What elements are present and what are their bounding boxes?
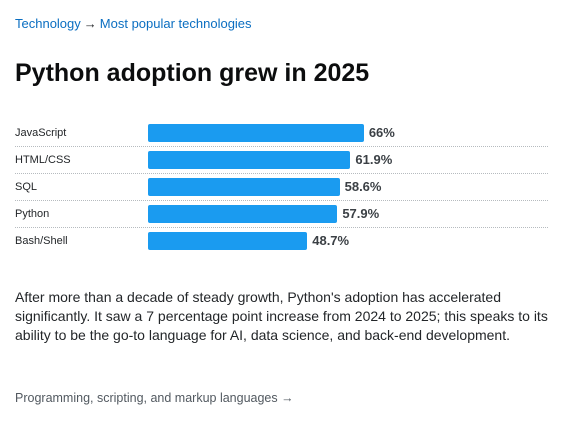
breadcrumb-technology-link[interactable]: Technology	[15, 16, 81, 31]
value-label: 58.6%	[344, 179, 382, 194]
bar	[148, 232, 308, 250]
value-label: 61.9%	[355, 152, 393, 167]
bar-chart: JavaScript 66% HTML/CSS 61.9% SQL 58.6% Python…	[15, 120, 548, 255]
bar	[148, 205, 338, 223]
breadcrumb: Technology → Most popular technologies	[15, 16, 252, 32]
category-label: Python	[15, 208, 50, 220]
programming-languages-link[interactable]: Programming, scripting, and markup langu…	[15, 391, 294, 405]
chart-row: Python 57.9%	[15, 201, 548, 228]
bar	[148, 151, 351, 169]
value-label: 48.7%	[312, 233, 350, 248]
chart-row: SQL 58.6%	[15, 174, 548, 201]
chart-row: Bash/Shell 48.7%	[15, 228, 548, 255]
breadcrumb-most-popular-link[interactable]: Most popular technologies	[99, 16, 252, 31]
row-divider	[15, 146, 548, 147]
category-label: SQL	[15, 181, 38, 193]
description-text: After more than a decade of steady growt…	[15, 289, 548, 343]
value-label: 66%	[368, 125, 395, 140]
page-title: Python adoption grew in 2025	[15, 59, 370, 87]
chart-row: JavaScript 66%	[15, 120, 548, 147]
value-label: 57.9%	[342, 206, 380, 221]
bar	[148, 124, 364, 142]
category-label: Bash/Shell	[15, 235, 68, 247]
row-divider	[15, 227, 548, 228]
chart-row: HTML/CSS 61.9%	[15, 147, 548, 174]
bar	[148, 178, 340, 196]
breadcrumb-arrow-icon: →	[83, 16, 97, 31]
row-divider	[15, 200, 548, 201]
category-label: HTML/CSS	[15, 154, 71, 166]
category-label: JavaScript	[15, 127, 67, 139]
row-divider	[15, 173, 548, 174]
